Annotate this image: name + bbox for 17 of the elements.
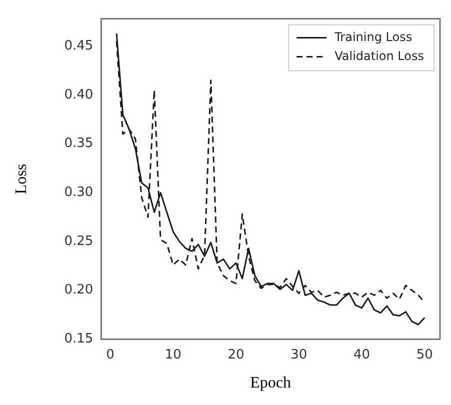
x-tick-label: 40 [353, 347, 370, 362]
x-tick-label: 20 [228, 347, 244, 362]
x-tick-label: 10 [164, 347, 182, 362]
legend-label: Training Loss [334, 30, 412, 44]
y-tick-label: 0.20 [64, 282, 94, 298]
y-tick-label: 0.45 [64, 38, 94, 54]
x-tick-label: 50 [416, 347, 433, 362]
y-tick-label: 0.15 [64, 332, 94, 347]
y-tick-label: 0.35 [64, 136, 94, 152]
y-tick-label: 0.25 [64, 234, 94, 249]
legend-label: Validation Loss [334, 48, 424, 63]
y-tick-label: 0.30 [64, 185, 94, 200]
y-axis-title: Loss [12, 164, 30, 194]
x-tick-label: 0 [106, 347, 114, 362]
x-tick-label: 30 [290, 347, 308, 362]
x-axis-title: Epoch [250, 374, 292, 392]
y-tick-label: 0.40 [64, 87, 94, 102]
